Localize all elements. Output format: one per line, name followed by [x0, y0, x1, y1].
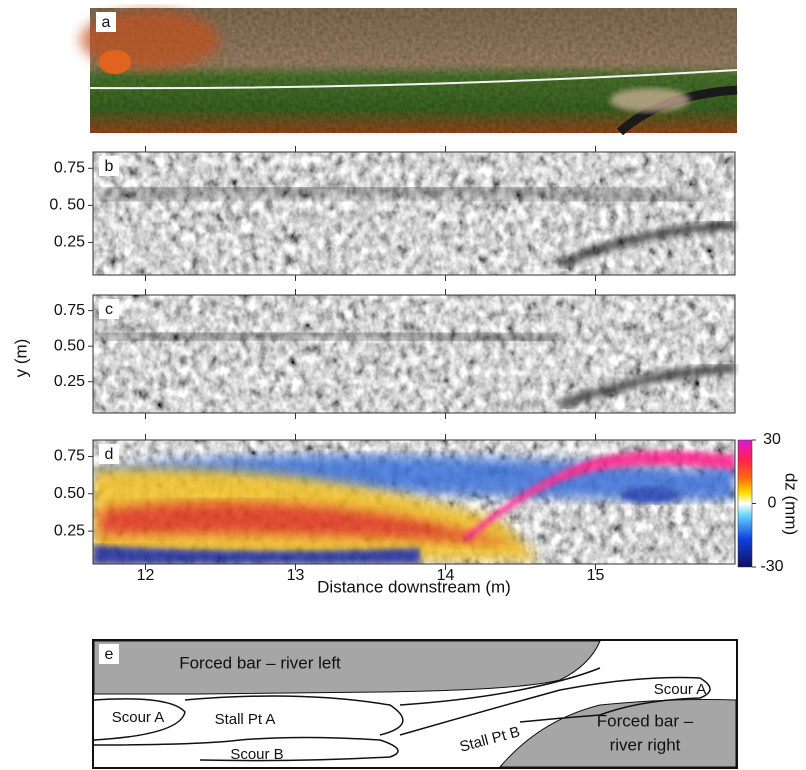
panel-label: a: [102, 14, 111, 31]
dz-panel: [93, 440, 735, 564]
region-label: Scour A: [112, 709, 165, 726]
region-label: Forced bar – river left: [179, 653, 341, 672]
relief-panel: [93, 295, 735, 413]
x-tick-label: 14: [437, 567, 455, 584]
y-tick-label: 0.50: [54, 485, 85, 502]
y-tick-label: 0.50: [54, 337, 85, 354]
x-tick-label: 15: [587, 567, 605, 584]
y-tick-label: 0.75: [54, 448, 85, 465]
photo-panel: [80, 8, 737, 133]
y-tick-label: 0.25: [54, 522, 85, 539]
figure: dz (mm) y (m) Distance downstream (m) Fo…: [0, 0, 806, 770]
region-label: Scour B: [230, 746, 283, 763]
relief-panel: [93, 152, 735, 275]
region-label: Stall Pt A: [215, 711, 276, 728]
colorbar-tick-label: 0: [768, 495, 777, 512]
colorbar: [738, 440, 752, 567]
panel-label: d: [105, 446, 114, 463]
y-tick-label: 0. 50: [49, 197, 85, 214]
colorbar-tick-label: -30: [760, 558, 783, 575]
region-label: Scour A: [654, 681, 707, 698]
y-tick-label: 0.25: [54, 373, 85, 390]
x-tick-label: 13: [287, 567, 305, 584]
region-label: Forced bar –: [597, 711, 694, 730]
y-tick-label: 0.75: [54, 160, 85, 177]
colorbar-label: dz (mm): [782, 473, 801, 535]
y-axis-title: y (m): [11, 339, 30, 378]
x-tick-label: 12: [137, 567, 155, 584]
panel-label: c: [105, 301, 113, 318]
panel-label: e: [105, 646, 114, 663]
x-axis-title: Distance downstream (m): [317, 577, 511, 596]
y-tick-label: 0.25: [54, 234, 85, 251]
panel-label: b: [105, 158, 114, 175]
region-label: river right: [610, 735, 681, 754]
y-tick-label: 0.75: [54, 302, 85, 319]
colorbar-tick-label: 30: [763, 431, 781, 448]
